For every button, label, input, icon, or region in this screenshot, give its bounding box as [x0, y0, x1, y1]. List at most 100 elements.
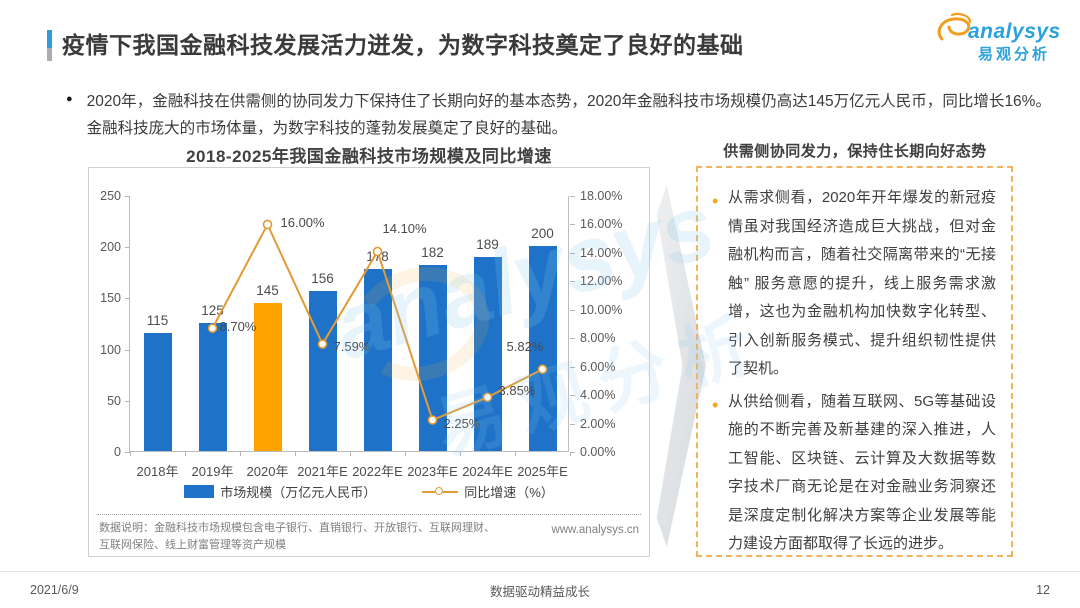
logo-swirl-icon: [937, 12, 972, 41]
summary-text: 2020年，金融科技在供需侧的协同发力下保持住了长期向好的基本态势，2020年金…: [86, 93, 1051, 138]
right-axis-tick-label: 4.00%: [580, 388, 616, 403]
title-accent-bar: [47, 30, 52, 61]
left-axis-tick-label: 200: [100, 240, 121, 255]
bar: [363, 268, 392, 451]
x-axis-tick: [515, 452, 516, 456]
right-axis-tick: [570, 452, 575, 453]
header: 疫情下我国金融科技发展活力迸发，为数字科技奠定了良好的基础: [47, 26, 744, 61]
bar-value-label: 115: [146, 313, 169, 329]
left-axis-tick: [125, 298, 130, 300]
left-axis-tick: [125, 452, 130, 453]
x-axis-label: 2023年E: [407, 464, 458, 479]
right-axis-tick: [570, 281, 575, 283]
line-point-marker: [427, 415, 438, 425]
legend-label-line: 同比增速（%）: [464, 485, 554, 500]
footnote-separator: [97, 514, 641, 515]
bar-value-label: 200: [531, 226, 554, 242]
site-url-link[interactable]: www.analysys.cn: [551, 524, 639, 536]
right-axis-tick: [570, 338, 575, 340]
x-axis-label: 2024年E: [462, 464, 513, 479]
bar-value-label: 156: [311, 271, 334, 287]
growth-rate-label: 2.25%: [443, 416, 481, 431]
legend-label-bars: 市场规模（万亿元人民币）: [220, 485, 377, 500]
bar: [253, 302, 282, 451]
bar: [308, 291, 337, 451]
left-axis-tick: [125, 247, 130, 249]
insight-panel: 从需求侧看，2020年开年爆发的新冠疫情虽对我国经济造成巨大挑战，但对金融机构而…: [696, 166, 1013, 557]
line-point-marker: [207, 323, 218, 334]
bar: [528, 246, 557, 451]
insight-bullet-demand: 从需求侧看，2020年开年爆发的新冠疫情虽对我国经济造成巨大挑战，但对金融机构而…: [711, 184, 996, 384]
x-axis-label: 2022年E: [352, 464, 403, 479]
growth-rate-label: 5.82%: [506, 339, 544, 355]
line-point-marker: [372, 246, 383, 257]
legend-item-bars: 市场规模（万亿元人民币）: [184, 482, 376, 501]
growth-rate-label: 16.00%: [280, 215, 325, 231]
footnote-row: 数据说明：金融科技市场规模包含电子银行、直销银行、开放银行、互联网理财、互联网保…: [99, 520, 639, 554]
chart-card: 0 50 100 150 200 250 0.00% 2.00% 4.00% 6.00% 8.00%…: [88, 167, 650, 557]
data-footnote: 数据说明：金融科技市场规模包含电子银行、直销银行、开放银行、互联网理财、互联网保…: [99, 522, 495, 552]
insight-bullet-list: 从需求侧看，2020年开年爆发的新冠疫情虽对我国经济造成巨大挑战，但对金融机构而…: [711, 184, 996, 559]
right-axis-tick-label: 10.00%: [580, 302, 623, 317]
right-axis-tick: [570, 395, 575, 397]
left-axis-tick-label: 50: [107, 393, 121, 408]
footer-slogan: 数据驱动精益成长: [489, 584, 590, 599]
right-axis-tick-label: 6.00%: [580, 359, 616, 374]
left-axis-tick: [125, 349, 130, 351]
logo-brand-text: analysys: [968, 20, 1061, 43]
footer-date: 2021/6/9: [30, 583, 79, 597]
growth-line-chart: [207, 219, 548, 425]
x-axis-tick: [130, 452, 131, 456]
x-axis-tick: [350, 452, 351, 456]
logo-brand-cn-text: 易观分析: [978, 46, 1051, 63]
bar-value-label: 145: [256, 282, 279, 298]
growth-rate-label: 14.10%: [382, 221, 427, 237]
left-axis-tick-label: 150: [100, 291, 121, 306]
growth-rate-label: 7.59%: [333, 339, 371, 355]
left-axis-tick-label: 250: [100, 189, 121, 203]
bullet-dot-icon: ●: [66, 93, 73, 105]
right-axis-tick: [570, 423, 575, 425]
footer: 2021/6/9 数据驱动精益成长 12: [0, 571, 1080, 608]
right-axis-tick-label: 14.00%: [580, 245, 623, 260]
insight-bullet-supply: 从供给侧看，随着互联网、5G等基础设施的不断完善及新基建的深入推进，人工智能、区…: [711, 388, 996, 559]
line-point-marker: [262, 219, 273, 230]
x-axis-tick: [405, 452, 406, 456]
right-axis-tick: [570, 366, 575, 368]
left-axis-tick-label: 0: [114, 445, 121, 459]
x-axis-tick: [460, 452, 461, 456]
right-axis-tick-label: 16.00%: [580, 217, 623, 232]
x-axis-label: 2021年E: [297, 464, 348, 479]
x-axis-tick: [295, 452, 296, 456]
right-axis-tick-label: 18.00%: [580, 189, 623, 203]
chart-plot-area: 0 50 100 150 200 250 0.00% 2.00% 4.00% 6.00% 8.00%…: [100, 189, 622, 479]
growth-rate-label: 3.85%: [498, 383, 536, 399]
right-axis-tick: [570, 196, 575, 197]
bar-value-label: 182: [421, 244, 444, 260]
right-axis-tick: [570, 252, 575, 254]
bar: [198, 323, 227, 451]
x-axis-label: 2019年: [191, 464, 234, 479]
x-axis-tick: [570, 452, 571, 456]
chart-title: 2018-2025年我国金融科技市场规模及同比增速: [186, 147, 552, 166]
right-axis-tick-label: 8.00%: [580, 331, 616, 346]
line-legend-swatch: [422, 485, 459, 498]
right-axis-tick-label: 12.00%: [580, 274, 623, 289]
x-axis-tick: [185, 452, 186, 456]
bar: [473, 257, 502, 451]
bar-value-label: 125: [201, 303, 224, 318]
left-axis-tick: [125, 196, 130, 197]
line-point-marker: [537, 364, 548, 375]
growth-rate-label: 8.70%: [219, 319, 257, 335]
analysys-logo: analysys 易观分析: [934, 10, 1064, 66]
footer-page-number: 12: [1036, 583, 1050, 597]
page-title: 疫情下我国金融科技发展活力迸发，为数字科技奠定了良好的基础: [62, 32, 744, 58]
right-axis-tick: [570, 224, 575, 226]
bar-value-label: 189: [476, 237, 499, 253]
x-axis-tick: [240, 452, 241, 456]
right-axis-tick-label: 0.00%: [580, 445, 616, 459]
x-axis-label: 2018年: [136, 464, 179, 479]
insight-panel-title: 供需侧协同发力，保持住长期向好态势: [723, 143, 987, 160]
left-axis-tick-label: 100: [100, 342, 121, 357]
line-point-marker: [317, 339, 328, 349]
